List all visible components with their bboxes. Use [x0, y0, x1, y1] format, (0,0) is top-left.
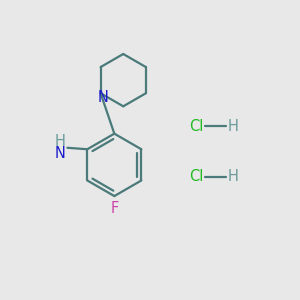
Text: N: N — [98, 90, 108, 105]
Text: H: H — [55, 134, 65, 149]
Text: N: N — [55, 146, 65, 160]
Text: Cl: Cl — [189, 119, 203, 134]
Text: F: F — [110, 201, 118, 216]
Text: H: H — [228, 119, 239, 134]
Text: Cl: Cl — [189, 169, 203, 184]
Text: H: H — [228, 169, 239, 184]
